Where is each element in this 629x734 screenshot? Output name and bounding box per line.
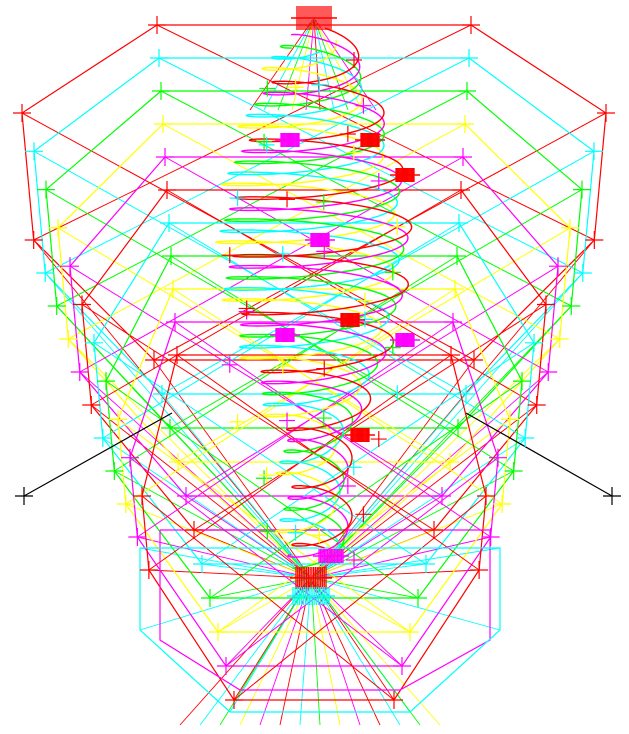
base-outline [159,529,491,691]
helix-strand [219,50,400,572]
spoke-line [310,272,584,579]
spoke-line [209,577,312,599]
ring-brace [172,288,503,505]
ring-brace [164,156,549,373]
accent-line [465,412,613,497]
spoke-line [91,404,312,579]
spoke-line [310,547,501,579]
ring-brace [161,150,595,395]
spoke-line [139,577,312,631]
ring-brace [169,189,583,429]
spoke-line [310,577,441,726]
spoke-line [313,17,377,111]
spoke-line [310,371,549,579]
helix-strand [223,44,405,569]
vertex-markers [13,16,621,709]
ring-brace [176,354,480,571]
spoke-line [310,338,561,579]
spoke-line [137,536,312,579]
ring-brace [125,288,456,505]
spoke-line [310,470,514,579]
ring-brace [21,112,475,361]
spoke-line [67,338,312,579]
ring-brace [114,255,458,472]
spoke-line [313,17,321,111]
helix-strand [231,27,413,549]
ring-brace [185,265,559,497]
spoke-line [125,503,312,579]
base-outline [139,547,501,713]
helix-strand [228,33,409,558]
helix-strand [214,39,396,561]
ring-brace [177,227,571,463]
ring-brace [170,255,514,472]
spoke-line [310,577,419,599]
ring-brace [56,90,468,307]
spoke-line [249,17,315,111]
ring-brace [225,457,499,667]
ring-brace [153,112,607,361]
spoke-line [161,393,312,579]
ring-brace [156,24,595,241]
spoke-line [313,17,363,111]
spoke-line [79,371,312,579]
spoke-line [148,569,312,579]
ring-brace [158,57,584,274]
spoke-line [310,437,526,579]
spoke-line [310,503,503,579]
spoke-line [310,577,403,667]
ring-brace [33,150,467,395]
ring-brace [174,321,491,538]
helix-coil [214,27,413,572]
accent-line [23,412,173,497]
ring-brace [91,189,462,406]
ring-brace [137,321,454,538]
ring-brace [33,24,472,241]
spoke-line [201,563,312,579]
ring-brace [69,265,443,497]
spoke-line [310,569,480,579]
hub-bursts [270,6,420,605]
spoke-line [310,563,427,579]
spoke-line [310,577,501,631]
ring-brace [44,57,470,274]
ring-brace [129,457,403,667]
spoke-line [310,536,491,579]
